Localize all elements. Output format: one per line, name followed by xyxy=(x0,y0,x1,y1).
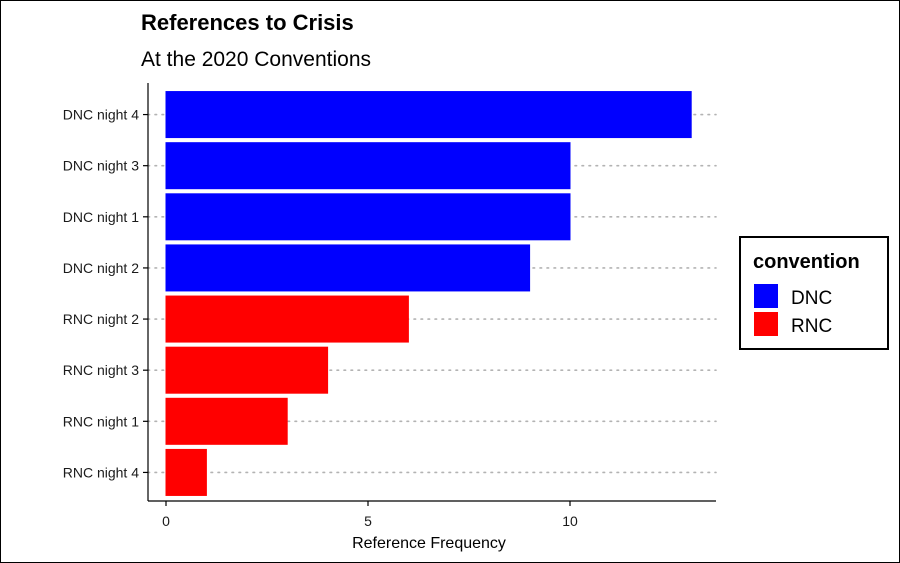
legend: convention DNC RNC xyxy=(739,236,889,350)
bar-dnc-night-3 xyxy=(165,142,571,190)
y-tick-label-dnc-night-3: DNC night 3 xyxy=(63,158,139,174)
y-tick-label-rnc-night-1: RNC night 1 xyxy=(63,413,139,429)
bar-rnc-night-2 xyxy=(165,295,409,343)
y-tick-label-rnc-night-4: RNC night 4 xyxy=(63,464,139,480)
x-tick-label-0: 0 xyxy=(162,513,170,529)
y-tick-label-dnc-night-4: DNC night 4 xyxy=(63,107,139,123)
y-tick-label-dnc-night-1: DNC night 1 xyxy=(63,209,139,225)
y-tick-label-dnc-night-2: DNC night 2 xyxy=(63,260,139,276)
bar-dnc-night-4 xyxy=(165,91,692,139)
bar-dnc-night-1 xyxy=(165,193,571,241)
bar-rnc-night-4 xyxy=(165,448,207,496)
y-tick-label-rnc-night-2: RNC night 2 xyxy=(63,311,139,327)
y-axis-labels: DNC night 4 DNC night 3 DNC night 1 DNC nig… xyxy=(63,107,148,480)
legend-label-dnc: DNC xyxy=(791,288,832,309)
chart-title: References to Crisis xyxy=(141,10,354,35)
legend-swatch-rnc xyxy=(754,312,778,336)
bar-rnc-night-3 xyxy=(165,346,329,394)
legend-title: convention xyxy=(753,251,860,273)
x-tick-label-10: 10 xyxy=(562,513,578,529)
bar-rnc-night-1 xyxy=(165,397,288,445)
chart-subtitle: At the 2020 Conventions xyxy=(141,48,371,71)
y-tick-label-rnc-night-3: RNC night 3 xyxy=(63,362,139,378)
x-axis-title: Reference Frequency xyxy=(352,535,506,552)
x-tick-label-5: 5 xyxy=(364,513,372,529)
x-axis-ticks: 0 5 10 xyxy=(162,501,578,529)
legend-label-rnc: RNC xyxy=(791,316,832,337)
legend-swatch-dnc xyxy=(754,284,778,308)
bars xyxy=(165,91,692,496)
bar-dnc-night-2 xyxy=(165,244,531,292)
